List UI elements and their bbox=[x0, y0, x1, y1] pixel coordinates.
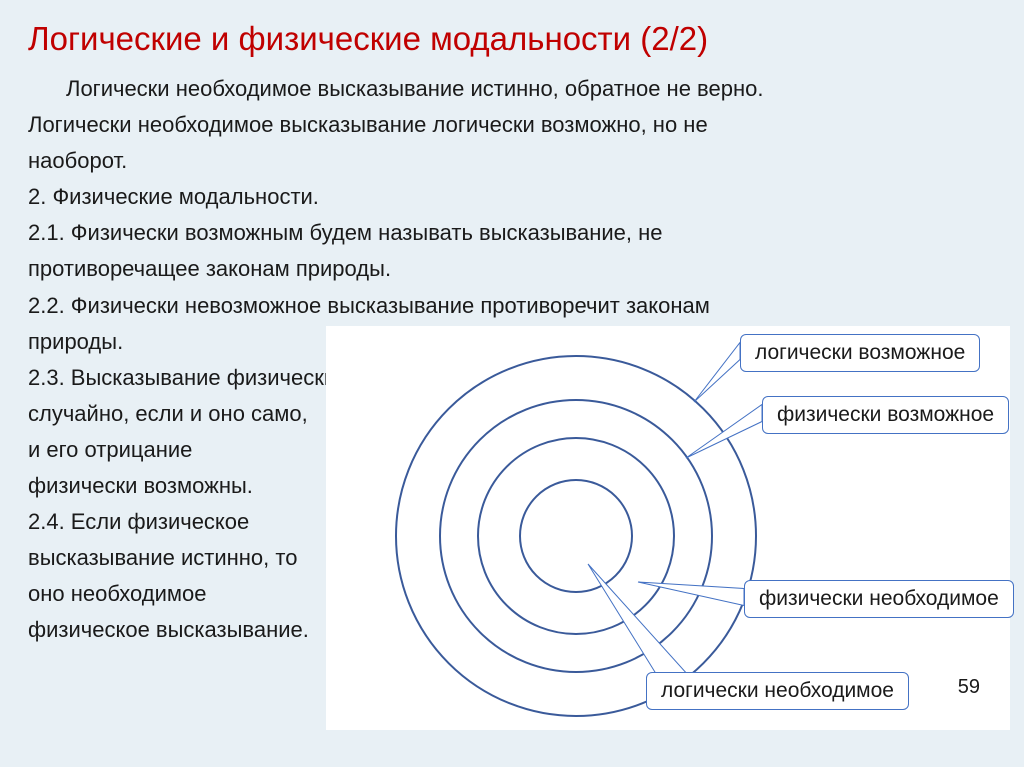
nested-circles-svg bbox=[326, 326, 1010, 730]
para-2a: Логически необходимое высказывание логич… bbox=[28, 108, 996, 142]
para-3: 2. Физические модальности. bbox=[28, 180, 996, 214]
page-number: 59 bbox=[958, 676, 980, 699]
callout-logically-possible: логически возможное bbox=[740, 334, 980, 372]
para-2b: наоборот. bbox=[28, 144, 996, 178]
modalities-diagram: логически возможное физически возможное … bbox=[326, 326, 1010, 730]
para-1: Логически необходимое высказывание истин… bbox=[28, 72, 996, 106]
slide-title: Логические и физические модальности (2/2… bbox=[28, 20, 996, 58]
para-4b: противоречащее законам природы. bbox=[28, 252, 996, 286]
callout-logically-necessary: логически необходимое bbox=[646, 672, 909, 710]
callout-physically-necessary: физически необходимое bbox=[744, 580, 1014, 618]
callout-physically-possible: физически возможное bbox=[762, 396, 1009, 434]
para-4a: 2.1. Физически возможным будем называть … bbox=[28, 216, 996, 250]
para-5a: 2.2. Физически невозможное высказывание … bbox=[28, 289, 996, 323]
